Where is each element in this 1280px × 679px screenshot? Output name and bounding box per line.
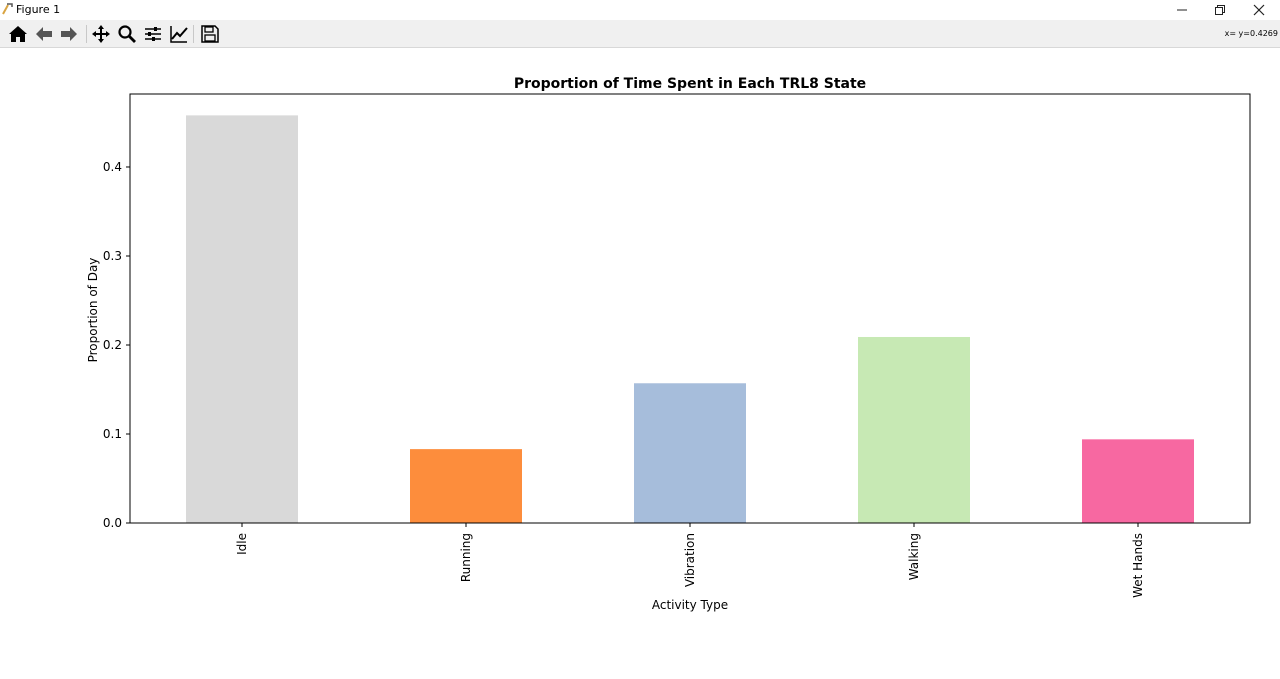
matplotlib-app-icon xyxy=(2,3,13,15)
x-tick-label: Walking xyxy=(907,533,921,580)
x-axis-label: Activity Type xyxy=(652,598,728,612)
bar-chart: Proportion of Time Spent in Each TRL8 St… xyxy=(86,76,1251,612)
close-icon xyxy=(1253,4,1265,16)
magnifier-icon xyxy=(118,25,136,43)
y-tick-label: 0.2 xyxy=(103,338,122,352)
zoom-button[interactable] xyxy=(116,23,138,45)
bar-idle xyxy=(186,115,298,523)
chart-title: Proportion of Time Spent in Each TRL8 St… xyxy=(514,76,866,92)
minimize-button[interactable] xyxy=(1162,0,1202,20)
x-tick-label: Idle xyxy=(235,533,249,555)
minimize-icon xyxy=(1177,9,1187,11)
x-tick-label: Wet Hands xyxy=(1131,533,1145,598)
floppy-disk-icon xyxy=(201,25,219,43)
y-axis-label: Proportion of Day xyxy=(86,258,100,363)
line-chart-icon xyxy=(170,26,188,43)
bar-walking xyxy=(858,336,970,523)
y-tick-label: 0.3 xyxy=(103,249,122,263)
home-button[interactable] xyxy=(7,23,29,45)
axes-frame xyxy=(129,93,1251,524)
x-tick-label: Vibration xyxy=(683,533,697,587)
pan-button[interactable] xyxy=(90,23,112,45)
y-axis-ticks: 0.0 0.1 0.2 0.3 0.4 xyxy=(103,160,130,530)
restore-icon xyxy=(1215,5,1225,15)
home-icon xyxy=(9,26,27,42)
save-button[interactable] xyxy=(199,23,221,45)
window-titlebar: Figure 1 xyxy=(0,0,1280,20)
x-tick-label: Running xyxy=(459,533,473,582)
arrow-right-icon xyxy=(61,27,77,41)
edit-axis-button[interactable] xyxy=(168,23,190,45)
y-tick-label: 0.4 xyxy=(103,160,122,174)
toolbar-separator xyxy=(86,25,87,43)
navigation-toolbar: x= y=0.4269 xyxy=(0,20,1280,48)
arrow-left-icon xyxy=(36,27,52,41)
window-title: Figure 1 xyxy=(16,3,61,16)
forward-button[interactable] xyxy=(58,23,80,45)
bar-running xyxy=(410,449,522,523)
x-axis-ticks: Idle Running Vibration Walking Wet Hands xyxy=(235,523,1145,598)
bar-vibration xyxy=(634,383,746,523)
bar-wet-hands xyxy=(1082,439,1194,523)
cursor-coordinates: x= y=0.4269 xyxy=(1224,29,1278,38)
back-button[interactable] xyxy=(33,23,55,45)
close-button[interactable] xyxy=(1239,0,1279,20)
figure-canvas[interactable]: Proportion of Time Spent in Each TRL8 St… xyxy=(0,48,1280,675)
configure-subplots-button[interactable] xyxy=(142,23,164,45)
y-tick-label: 0.1 xyxy=(103,427,122,441)
toolbar-separator xyxy=(193,25,194,43)
move-icon xyxy=(92,25,110,43)
sliders-icon xyxy=(145,27,161,41)
bars-group xyxy=(186,115,1194,523)
y-tick-label: 0.0 xyxy=(103,516,122,530)
restore-button[interactable] xyxy=(1200,0,1240,20)
